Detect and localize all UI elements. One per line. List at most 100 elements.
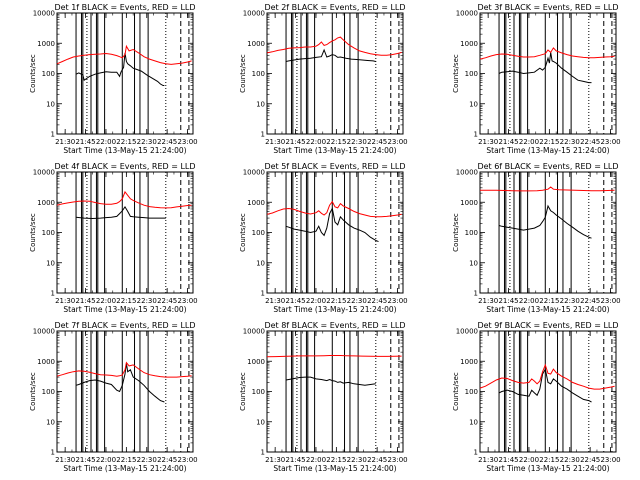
events-series-line bbox=[285, 207, 379, 243]
y-tick-label: 10 bbox=[256, 259, 265, 267]
x-tick-label: 22:15 bbox=[116, 297, 136, 305]
panel-title: Det 1f BLACK = Events, RED = LLD bbox=[54, 3, 195, 12]
panel-3: Det 3f BLACK = Events, RED = LLD 1 10 100 10… bbox=[452, 3, 621, 155]
y-tick-label: 1000 bbox=[247, 40, 265, 48]
x-tick-label: 21:45 bbox=[498, 456, 518, 464]
events-series-line bbox=[75, 52, 165, 86]
panel-title: Det 4f BLACK = Events, RED = LLD bbox=[54, 162, 195, 171]
x-tick-label: 22:45 bbox=[367, 138, 387, 146]
x-axis-label: Start Time (13-May-15 21:24:00) bbox=[63, 464, 186, 473]
x-tick-label: 21:45 bbox=[285, 456, 305, 464]
x-tick-label: 22:30 bbox=[560, 456, 580, 464]
x-axis-label: Start Time (13-May-15 21:24:00) bbox=[273, 305, 396, 314]
panel-title: Det 3f BLACK = Events, RED = LLD bbox=[477, 3, 618, 12]
y-tick-label: 10 bbox=[46, 418, 55, 426]
y-axis-label: Counts/sec bbox=[239, 54, 247, 93]
x-tick-label: 21:30 bbox=[265, 297, 285, 305]
y-tick-label: 100 bbox=[42, 388, 55, 396]
plot-frame bbox=[266, 330, 404, 453]
x-tick-label: 21:45 bbox=[75, 138, 95, 146]
x-tick-label: 22:30 bbox=[560, 297, 580, 305]
x-tick-label: 22:15 bbox=[326, 297, 346, 305]
y-tick-label: 1000 bbox=[247, 358, 265, 366]
y-tick-label: 10000 bbox=[33, 169, 55, 177]
x-tick-label: 22:15 bbox=[539, 138, 559, 146]
y-tick-label: 100 bbox=[42, 70, 55, 78]
y-axis-label: Counts/sec bbox=[452, 54, 460, 93]
plot-frame bbox=[479, 12, 617, 135]
panel-7: Det 7f BLACK = Events, RED = LLD 1 10 100 10… bbox=[29, 321, 198, 473]
y-tick-label: 10 bbox=[46, 100, 55, 108]
y-tick-label: 1000 bbox=[37, 358, 55, 366]
panel-title: Det 5f BLACK = Events, RED = LLD bbox=[264, 162, 405, 171]
lld-series-line bbox=[56, 44, 192, 65]
x-tick-label: 22:00 bbox=[306, 297, 326, 305]
lld-series-line bbox=[266, 200, 402, 218]
x-tick-label: 23:00 bbox=[177, 297, 197, 305]
events-series-line bbox=[498, 52, 592, 84]
x-tick-label: 21:45 bbox=[75, 297, 95, 305]
y-tick-label: 10000 bbox=[33, 328, 55, 336]
y-tick-label: 100 bbox=[252, 70, 265, 78]
y-tick-label: 100 bbox=[252, 229, 265, 237]
x-axis-label: Start Time (13-May-15 21:24:00) bbox=[63, 305, 186, 314]
x-tick-label: 22:00 bbox=[96, 297, 116, 305]
y-tick-label: 10000 bbox=[456, 328, 478, 336]
x-tick-label: 23:00 bbox=[177, 138, 197, 146]
lld-series-line bbox=[56, 190, 192, 209]
x-tick-label: 22:30 bbox=[137, 456, 157, 464]
x-tick-label: 21:30 bbox=[265, 138, 285, 146]
panel-2: Det 2f BLACK = Events, RED = LLD 1 10 100 10… bbox=[239, 3, 408, 155]
y-tick-label: 1 bbox=[261, 290, 265, 298]
events-series-line bbox=[75, 363, 165, 403]
plot-frame bbox=[56, 330, 194, 453]
y-tick-label: 10 bbox=[256, 418, 265, 426]
x-tick-label: 22:15 bbox=[326, 456, 346, 464]
x-tick-label: 21:30 bbox=[478, 456, 498, 464]
x-tick-label: 23:00 bbox=[387, 138, 407, 146]
y-tick-label: 10000 bbox=[243, 328, 265, 336]
panel-title: Det 7f BLACK = Events, RED = LLD bbox=[54, 321, 195, 330]
x-tick-label: 21:45 bbox=[498, 297, 518, 305]
x-tick-label: 21:45 bbox=[285, 138, 305, 146]
x-tick-label: 22:45 bbox=[367, 456, 387, 464]
x-tick-label: 22:00 bbox=[519, 138, 539, 146]
x-tick-label: 22:45 bbox=[157, 456, 177, 464]
x-tick-label: 22:30 bbox=[347, 297, 367, 305]
y-tick-label: 1 bbox=[51, 290, 55, 298]
y-tick-label: 10 bbox=[469, 259, 478, 267]
x-tick-label: 21:30 bbox=[55, 456, 75, 464]
y-tick-label: 1000 bbox=[460, 199, 478, 207]
panel-title: Det 2f BLACK = Events, RED = LLD bbox=[264, 3, 405, 12]
plot-frame bbox=[56, 171, 194, 294]
x-tick-label: 22:30 bbox=[347, 138, 367, 146]
y-axis-label: Counts/sec bbox=[452, 372, 460, 411]
y-tick-label: 10 bbox=[469, 100, 478, 108]
x-tick-label: 22:00 bbox=[96, 138, 116, 146]
panel-title: Det 9f BLACK = Events, RED = LLD bbox=[477, 321, 618, 330]
y-tick-label: 10000 bbox=[33, 10, 55, 18]
lld-series-line bbox=[479, 47, 615, 60]
y-tick-label: 10 bbox=[46, 259, 55, 267]
x-tick-label: 21:45 bbox=[75, 456, 95, 464]
y-tick-label: 100 bbox=[465, 70, 478, 78]
y-tick-label: 1000 bbox=[247, 199, 265, 207]
x-tick-label: 22:15 bbox=[539, 456, 559, 464]
panel-1: Det 1f BLACK = Events, RED = LLD 1 10 100 10… bbox=[29, 3, 198, 155]
y-tick-label: 1000 bbox=[37, 40, 55, 48]
x-tick-label: 22:00 bbox=[519, 456, 539, 464]
x-tick-label: 22:00 bbox=[306, 456, 326, 464]
x-tick-label: 22:00 bbox=[96, 456, 116, 464]
y-tick-label: 10000 bbox=[456, 169, 478, 177]
x-axis-label: Start Time (13-May-15 21:24:00) bbox=[486, 464, 609, 473]
x-tick-label: 21:45 bbox=[285, 297, 305, 305]
y-tick-label: 1000 bbox=[37, 199, 55, 207]
events-series-line bbox=[285, 48, 376, 62]
x-tick-label: 22:45 bbox=[580, 297, 600, 305]
y-axis-label: Counts/sec bbox=[239, 213, 247, 252]
lld-series-line bbox=[266, 355, 402, 358]
x-tick-label: 23:00 bbox=[600, 138, 620, 146]
x-tick-label: 22:00 bbox=[306, 138, 326, 146]
y-tick-label: 1 bbox=[261, 131, 265, 139]
